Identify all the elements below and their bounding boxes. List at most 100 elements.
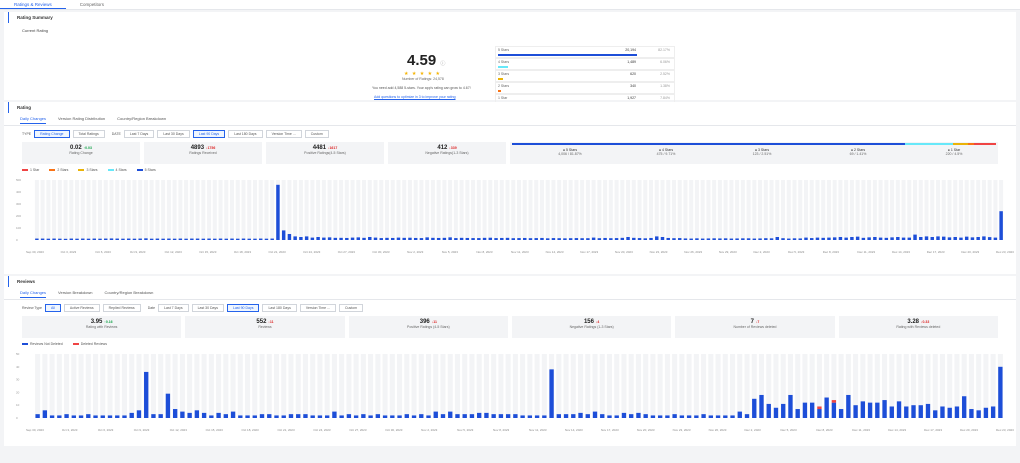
chart-bar[interactable] — [238, 415, 243, 418]
chart-bar[interactable] — [827, 237, 831, 240]
legend-item[interactable]: 1 Star — [22, 168, 39, 172]
chart-bar[interactable] — [913, 234, 917, 240]
chart-bar[interactable] — [258, 238, 263, 240]
chart-bar[interactable] — [207, 238, 211, 240]
chart-bar[interactable] — [677, 238, 682, 240]
chart-bar[interactable] — [861, 237, 866, 240]
chart-bar[interactable] — [426, 415, 431, 418]
chart-bar[interactable] — [867, 402, 873, 418]
legend-item[interactable]: 3 Stars — [78, 168, 97, 172]
chart-bar[interactable] — [322, 237, 326, 240]
chart-bar[interactable] — [534, 415, 540, 418]
chart-bar[interactable] — [172, 238, 177, 240]
chart-bar[interactable] — [527, 415, 533, 418]
chart-bar[interactable] — [838, 409, 844, 418]
chart-bar[interactable] — [729, 238, 734, 240]
type-option[interactable]: Total Ratings — [72, 130, 105, 138]
chart-bar[interactable] — [695, 238, 699, 240]
chart-bar[interactable] — [795, 409, 800, 418]
chart-bar[interactable] — [310, 415, 315, 418]
chart-bar[interactable] — [578, 412, 583, 418]
chart-bar[interactable] — [735, 238, 739, 240]
chart-bar[interactable] — [896, 401, 902, 418]
chart-bar[interactable] — [402, 237, 406, 240]
subtab[interactable]: Daily Changes — [20, 114, 47, 124]
chart-bar[interactable] — [264, 238, 269, 240]
chart-bar[interactable] — [672, 414, 677, 418]
chart-bar[interactable] — [954, 406, 960, 418]
chart-bar[interactable] — [737, 411, 742, 418]
chart-bar[interactable] — [781, 403, 786, 418]
chart-bar[interactable] — [304, 236, 309, 240]
chart-bar[interactable] — [69, 238, 74, 240]
chart-bar[interactable] — [404, 414, 409, 418]
chart-bar[interactable] — [959, 237, 963, 240]
chart-bar[interactable] — [970, 237, 975, 240]
chart-bar[interactable] — [333, 237, 338, 240]
chart-bar[interactable] — [218, 238, 223, 240]
chart-bar[interactable] — [882, 400, 887, 418]
chart-bar[interactable] — [706, 238, 711, 240]
chart-bar[interactable] — [810, 402, 815, 418]
chart-bar[interactable] — [431, 237, 435, 240]
chart-bar[interactable] — [158, 414, 163, 418]
chart-bar[interactable] — [491, 414, 496, 418]
chart-bar[interactable] — [890, 237, 894, 240]
chart-bar[interactable] — [115, 238, 119, 240]
chart-bar[interactable] — [947, 237, 952, 240]
chart-bar[interactable] — [821, 237, 825, 240]
chart-bar[interactable] — [614, 238, 619, 240]
chart-bar[interactable] — [925, 403, 931, 418]
chart-bar[interactable] — [230, 238, 234, 240]
tab-ratings-reviews[interactable]: Ratings & Reviews — [0, 0, 66, 9]
chart-bar[interactable] — [454, 238, 458, 240]
chart-bar[interactable] — [471, 238, 475, 240]
chart-bar[interactable] — [477, 238, 481, 240]
chart-bar[interactable] — [281, 230, 286, 240]
subtab[interactable]: Country/Region Breakdown — [104, 290, 154, 295]
chart-bar[interactable] — [469, 414, 475, 418]
chart-bar[interactable] — [758, 238, 762, 240]
chart-bar[interactable] — [846, 394, 851, 418]
chart-bar[interactable] — [792, 238, 797, 240]
chart-bar[interactable] — [875, 402, 880, 418]
chart-bar[interactable] — [462, 414, 467, 418]
chart-bar[interactable] — [844, 237, 848, 240]
chart-bar[interactable] — [325, 415, 330, 418]
chart-bar[interactable] — [775, 237, 780, 240]
chart-bar[interactable] — [241, 238, 246, 240]
date-option[interactable]: Last 30 Days — [157, 130, 190, 138]
chart-bar[interactable] — [86, 414, 91, 418]
chart-bar[interactable] — [299, 237, 303, 240]
chart-bar[interactable] — [484, 412, 489, 418]
chart-bar[interactable] — [346, 414, 352, 418]
chart-bar[interactable] — [382, 415, 388, 418]
date-option[interactable]: Last 7 Days — [158, 304, 189, 312]
chart-bar[interactable] — [293, 236, 297, 240]
chart-bar[interactable] — [253, 238, 257, 240]
chart-bar[interactable] — [419, 238, 424, 240]
type-option[interactable]: Active Reviews — [63, 304, 100, 312]
chart-bar[interactable] — [534, 238, 538, 240]
chart-bar[interactable] — [831, 400, 837, 403]
chart-bar[interactable] — [964, 236, 969, 240]
chart-bar[interactable] — [353, 415, 359, 418]
date-option[interactable]: Last 180 Days — [262, 304, 297, 312]
legend-item[interactable]: 5 Stars — [137, 168, 156, 172]
chart-bar[interactable] — [629, 414, 634, 418]
chart-bar[interactable] — [350, 237, 355, 240]
chart-bar[interactable] — [375, 414, 381, 418]
chart-bar[interactable] — [440, 414, 446, 418]
chart-bar[interactable] — [107, 415, 113, 418]
chart-bar[interactable] — [838, 237, 843, 240]
chart-bar[interactable] — [987, 237, 992, 240]
tab-competitors[interactable]: Competitors — [79, 2, 105, 7]
chart-bar[interactable] — [332, 411, 337, 418]
chart-bar[interactable] — [982, 236, 986, 240]
chart-bar[interactable] — [609, 238, 613, 240]
chart-bar[interactable] — [187, 412, 192, 418]
chart-bar[interactable] — [115, 415, 120, 418]
chart-bar[interactable] — [632, 237, 636, 240]
chart-bar[interactable] — [637, 238, 642, 240]
chart-bar[interactable] — [563, 238, 567, 240]
